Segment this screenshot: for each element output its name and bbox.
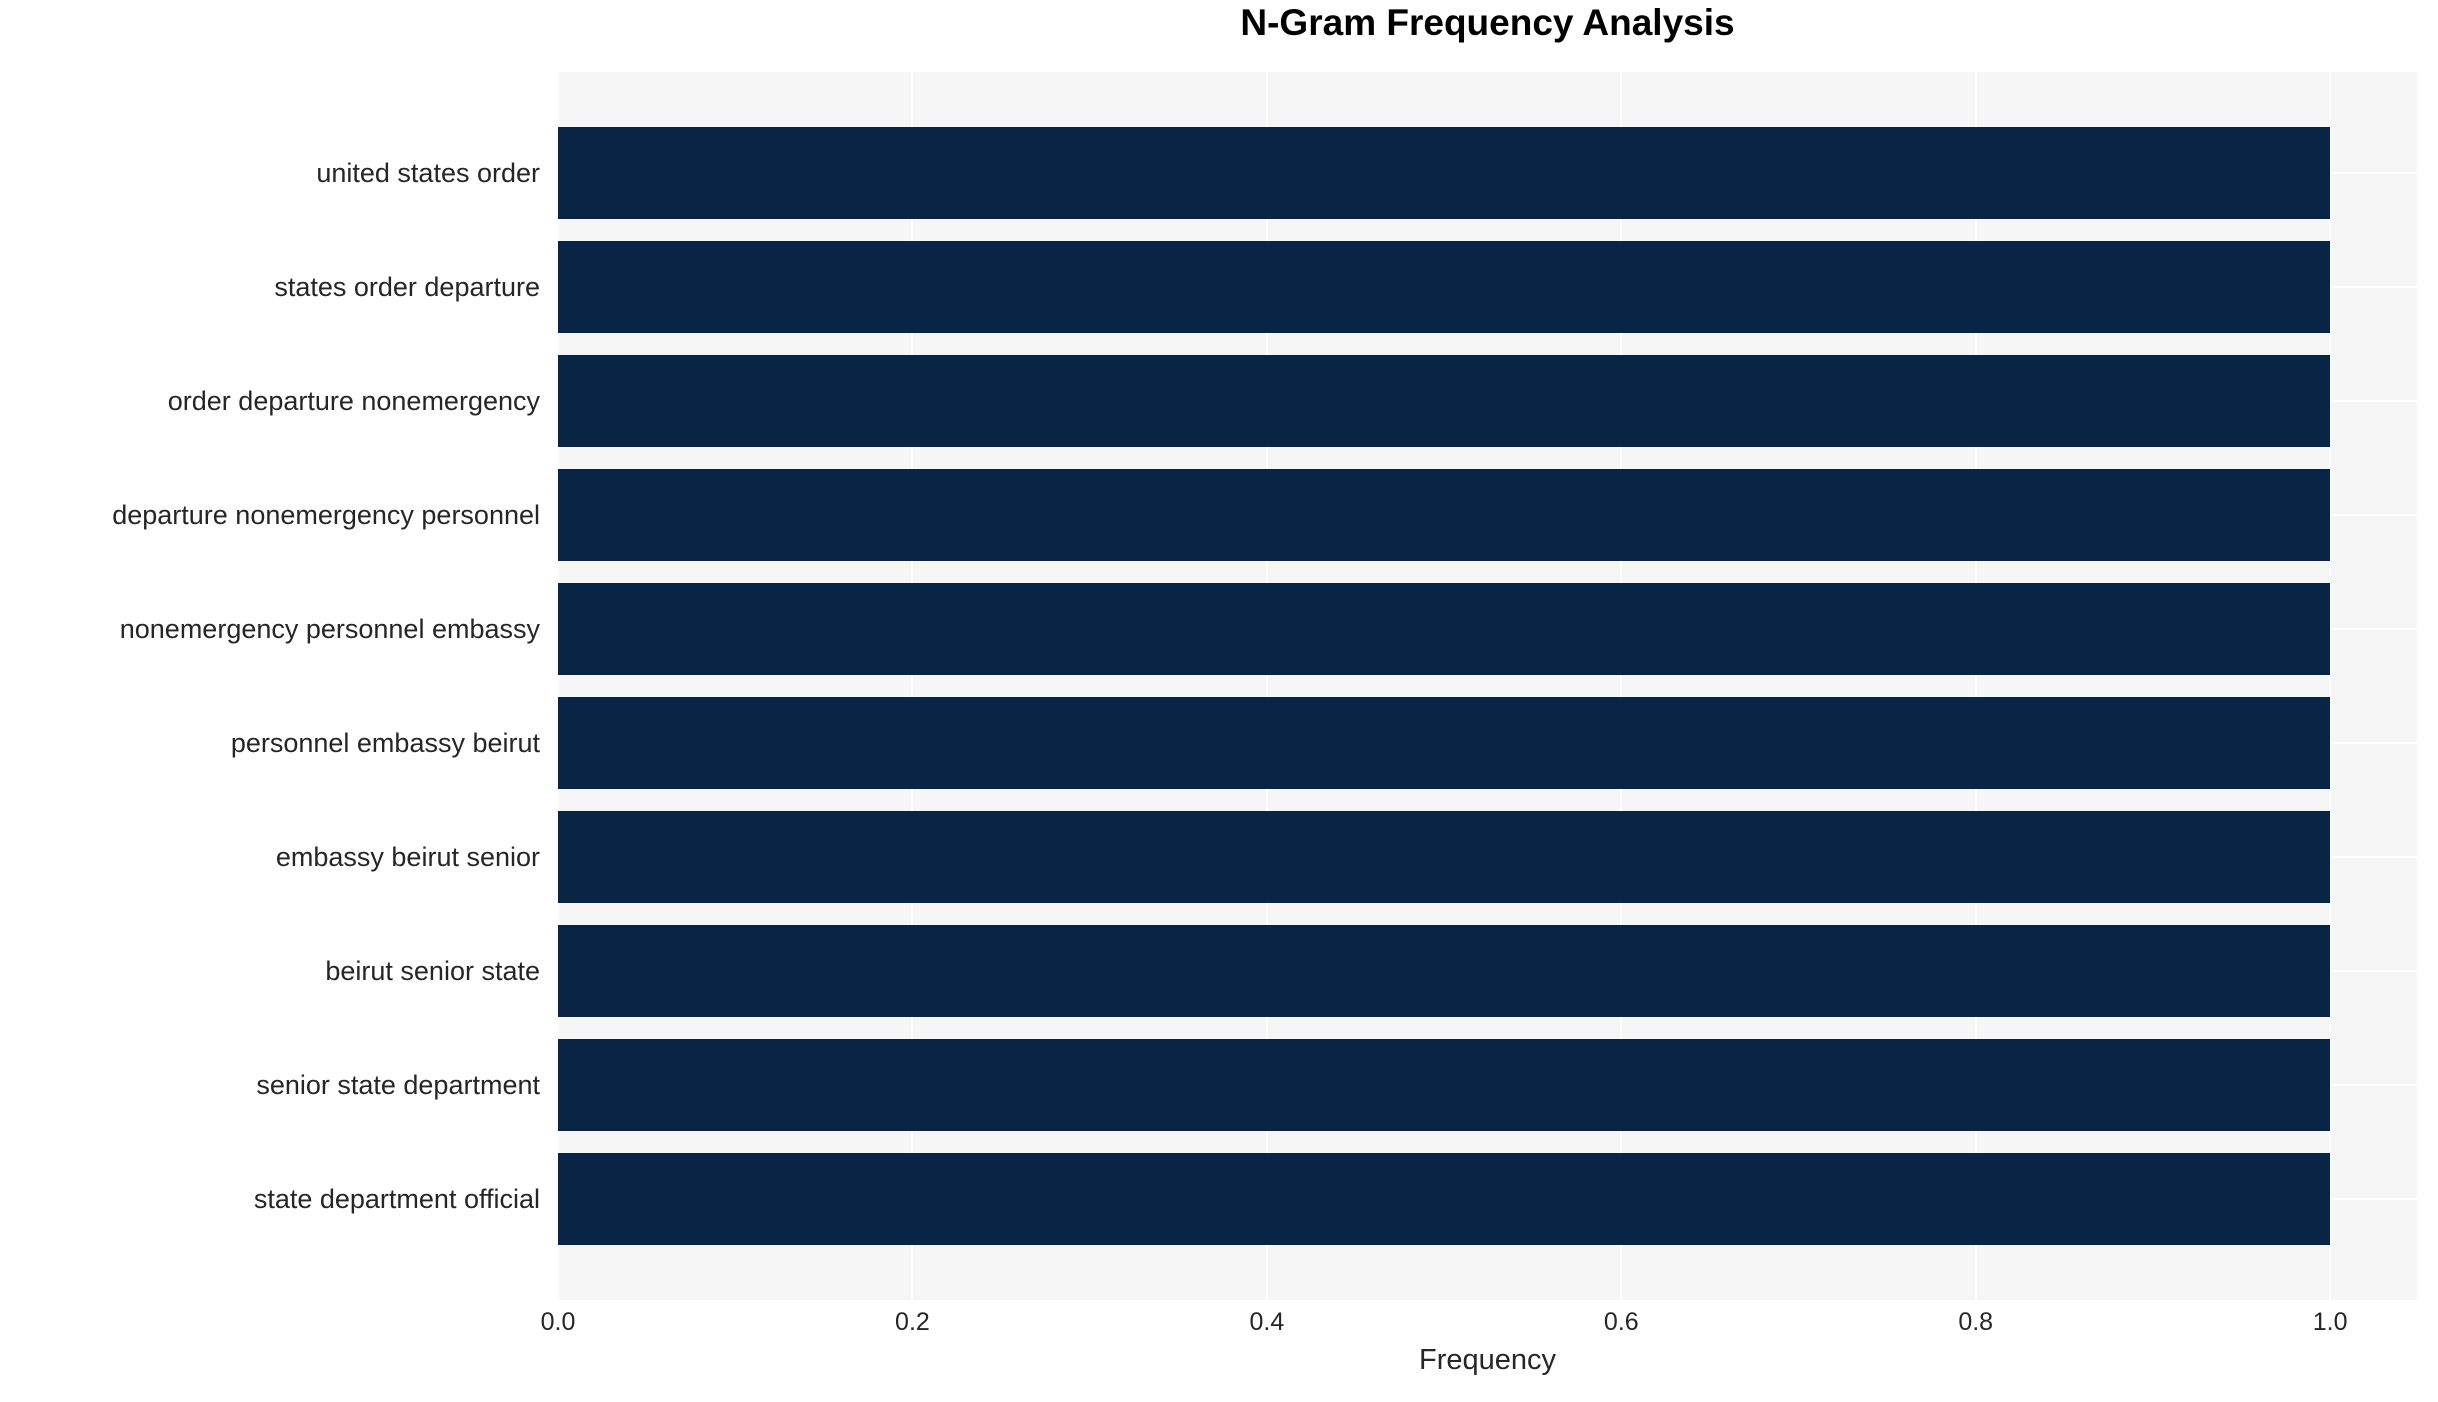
category-label: united states order <box>316 158 540 188</box>
bar-departure-nonemergency-personnel <box>558 469 2331 561</box>
x-tick-label: 0.6 <box>1603 1308 1639 1336</box>
gridline-vertical <box>1265 72 1268 1300</box>
category-label: beirut senior state <box>325 956 540 986</box>
x-axis-label: Frequency <box>1418 1344 1556 1376</box>
gridline-vertical <box>911 72 914 1300</box>
x-tick-label: 0.2 <box>895 1308 930 1336</box>
bar-senior-state-department <box>558 1039 2331 1131</box>
bar-beirut-senior-state <box>558 925 2331 1017</box>
category-label: states order departure <box>274 272 540 302</box>
x-tick-label: 0.8 <box>1958 1308 1994 1336</box>
category-label: state department official <box>253 1184 540 1214</box>
bar-state-department-official <box>558 1153 2331 1245</box>
x-tick-label: 0.4 <box>1249 1308 1285 1336</box>
category-label: nonemergency personnel embassy <box>119 614 540 644</box>
category-label: embassy beirut senior <box>275 842 540 872</box>
category-label: order departure nonemergency <box>167 386 540 416</box>
bar-embassy-beirut-senior <box>558 811 2331 903</box>
bar-personnel-embassy-beirut <box>558 697 2331 789</box>
x-tick-label: 1.0 <box>2312 1308 2348 1336</box>
category-label: senior state department <box>256 1070 540 1100</box>
bar-united-states-order <box>558 127 2331 219</box>
category-label: departure nonemergency personnel <box>112 500 540 530</box>
gridline-vertical <box>557 72 559 1300</box>
x-tick-label: 0.0 <box>540 1308 576 1336</box>
gridline-vertical <box>1974 72 1977 1300</box>
gridline-vertical <box>2329 72 2332 1300</box>
plot-area <box>557 72 2417 1300</box>
category-label: personnel embassy beirut <box>230 728 540 758</box>
gridline-vertical <box>1620 72 1623 1300</box>
bar-order-departure-nonemergency <box>558 355 2331 447</box>
chart-title: N-Gram Frequency Analysis <box>1240 2 1735 43</box>
bar-states-order-departure <box>558 241 2331 333</box>
bar-nonemergency-personnel-embassy <box>558 583 2331 675</box>
